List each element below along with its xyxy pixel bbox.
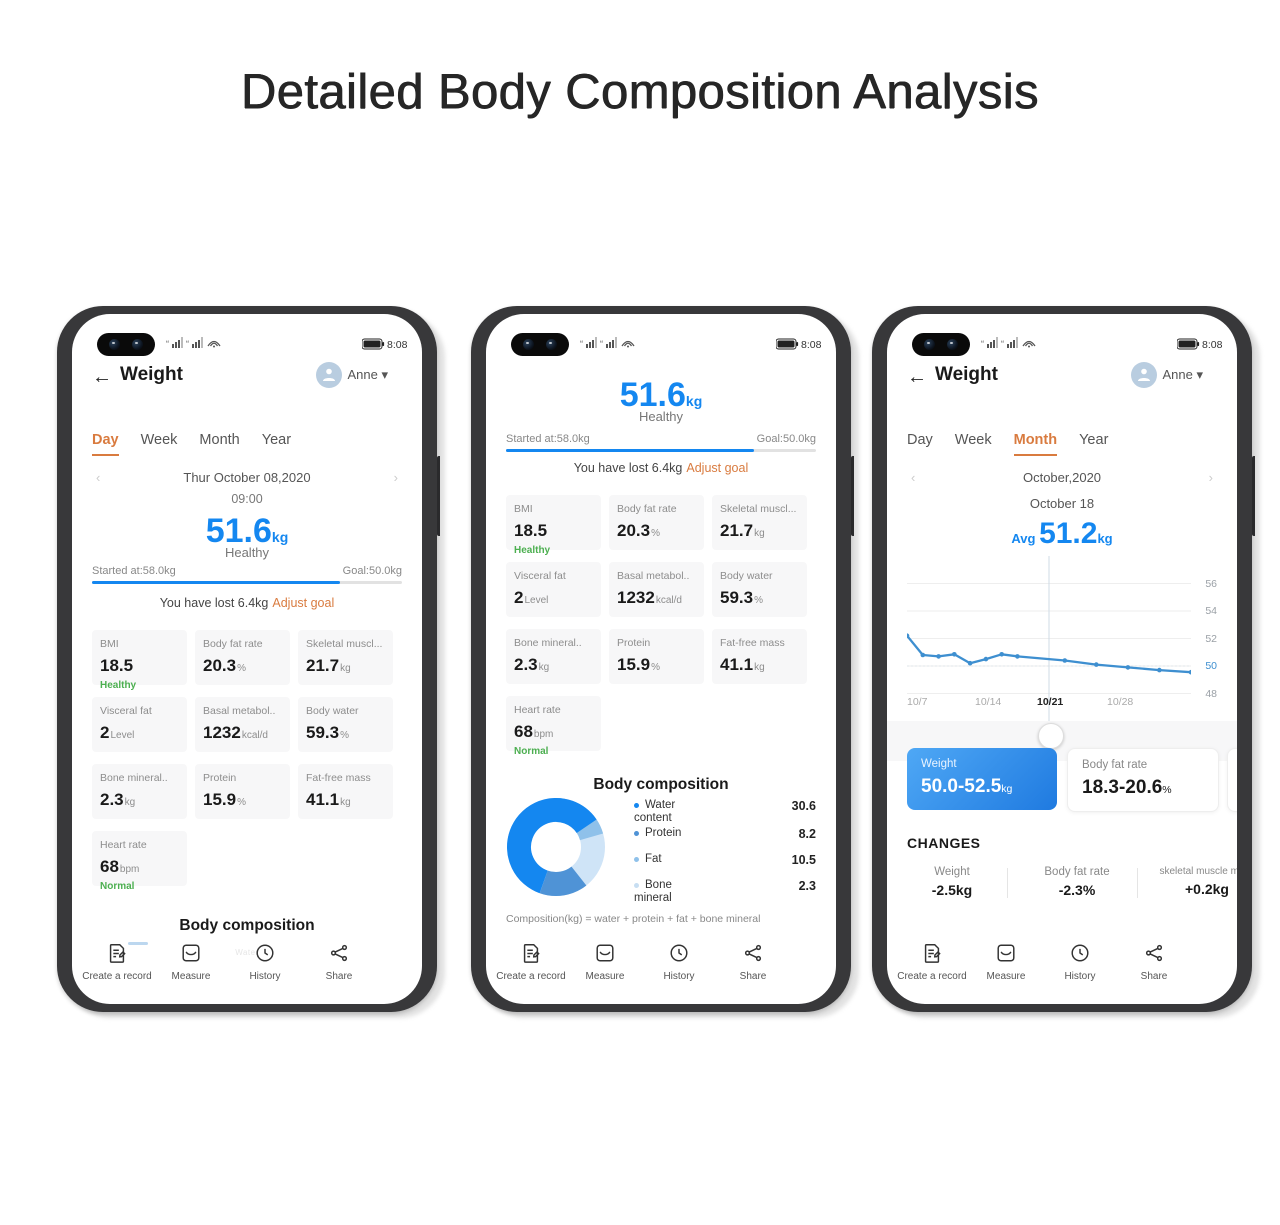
svg-text:“: “ <box>580 339 583 349</box>
svg-text:“: “ <box>186 339 189 349</box>
svg-text:8:08: 8:08 <box>387 339 408 351</box>
svg-text:“: “ <box>1001 339 1004 349</box>
svg-text:8:08: 8:08 <box>1202 339 1223 351</box>
svg-text:“: “ <box>600 339 603 349</box>
svg-text:“: “ <box>166 339 169 349</box>
svg-text:8:08: 8:08 <box>801 339 822 351</box>
svg-text:“: “ <box>981 339 984 349</box>
